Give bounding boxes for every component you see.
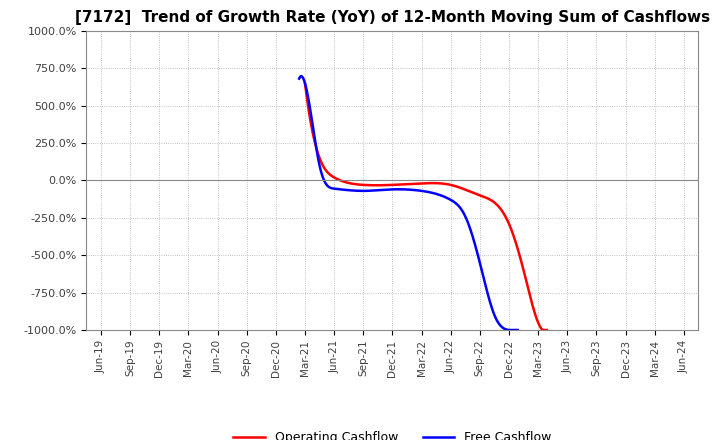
Free Cashflow <box>400 187 409 192</box>
Operating Cashflow <box>301 81 310 86</box>
Operating Cashflow <box>499 210 508 215</box>
Free Cashflow <box>399 187 408 192</box>
Operating Cashflow <box>417 181 426 186</box>
Free Cashflow <box>505 327 513 333</box>
Operating Cashflow <box>431 180 440 186</box>
Operating Cashflow <box>538 327 546 333</box>
Free Cashflow <box>297 73 306 79</box>
Line: Free Cashflow: Free Cashflow <box>299 76 518 330</box>
Free Cashflow <box>513 327 522 333</box>
Free Cashflow <box>413 188 422 193</box>
Free Cashflow <box>294 76 303 81</box>
Operating Cashflow <box>543 327 552 333</box>
Legend: Operating Cashflow, Free Cashflow: Operating Cashflow, Free Cashflow <box>228 426 557 440</box>
Operating Cashflow <box>536 326 545 331</box>
Title: [7172]  Trend of Growth Rate (YoY) of 12-Month Moving Sum of Cashflows: [7172] Trend of Growth Rate (YoY) of 12-… <box>75 11 710 26</box>
Operating Cashflow <box>415 181 424 186</box>
Line: Operating Cashflow: Operating Cashflow <box>305 83 547 330</box>
Free Cashflow <box>474 256 483 261</box>
Free Cashflow <box>509 327 518 333</box>
Free Cashflow <box>426 190 434 195</box>
Operating Cashflow <box>445 182 454 187</box>
